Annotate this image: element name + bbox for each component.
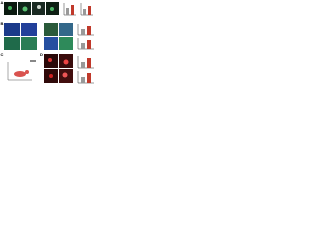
- panel-label: A: [1, 0, 4, 5]
- panel-d-charts: [77, 56, 94, 84]
- panel-d-images: [44, 54, 73, 83]
- panel-a-charts: [63, 3, 93, 16]
- panel-a-images: [4, 2, 59, 15]
- page: {"panels": [{"label": "A"}, {"label": "B…: [0, 0, 100, 86]
- panel-b-charts: [77, 24, 94, 50]
- panel-label: C: [1, 52, 4, 57]
- panel-label: D: [40, 52, 43, 57]
- figure: A B C D: [1, 0, 94, 84]
- panel-b-images: [4, 23, 73, 50]
- panel-label: B: [1, 21, 4, 26]
- panel-c-schematic: [7, 60, 36, 81]
